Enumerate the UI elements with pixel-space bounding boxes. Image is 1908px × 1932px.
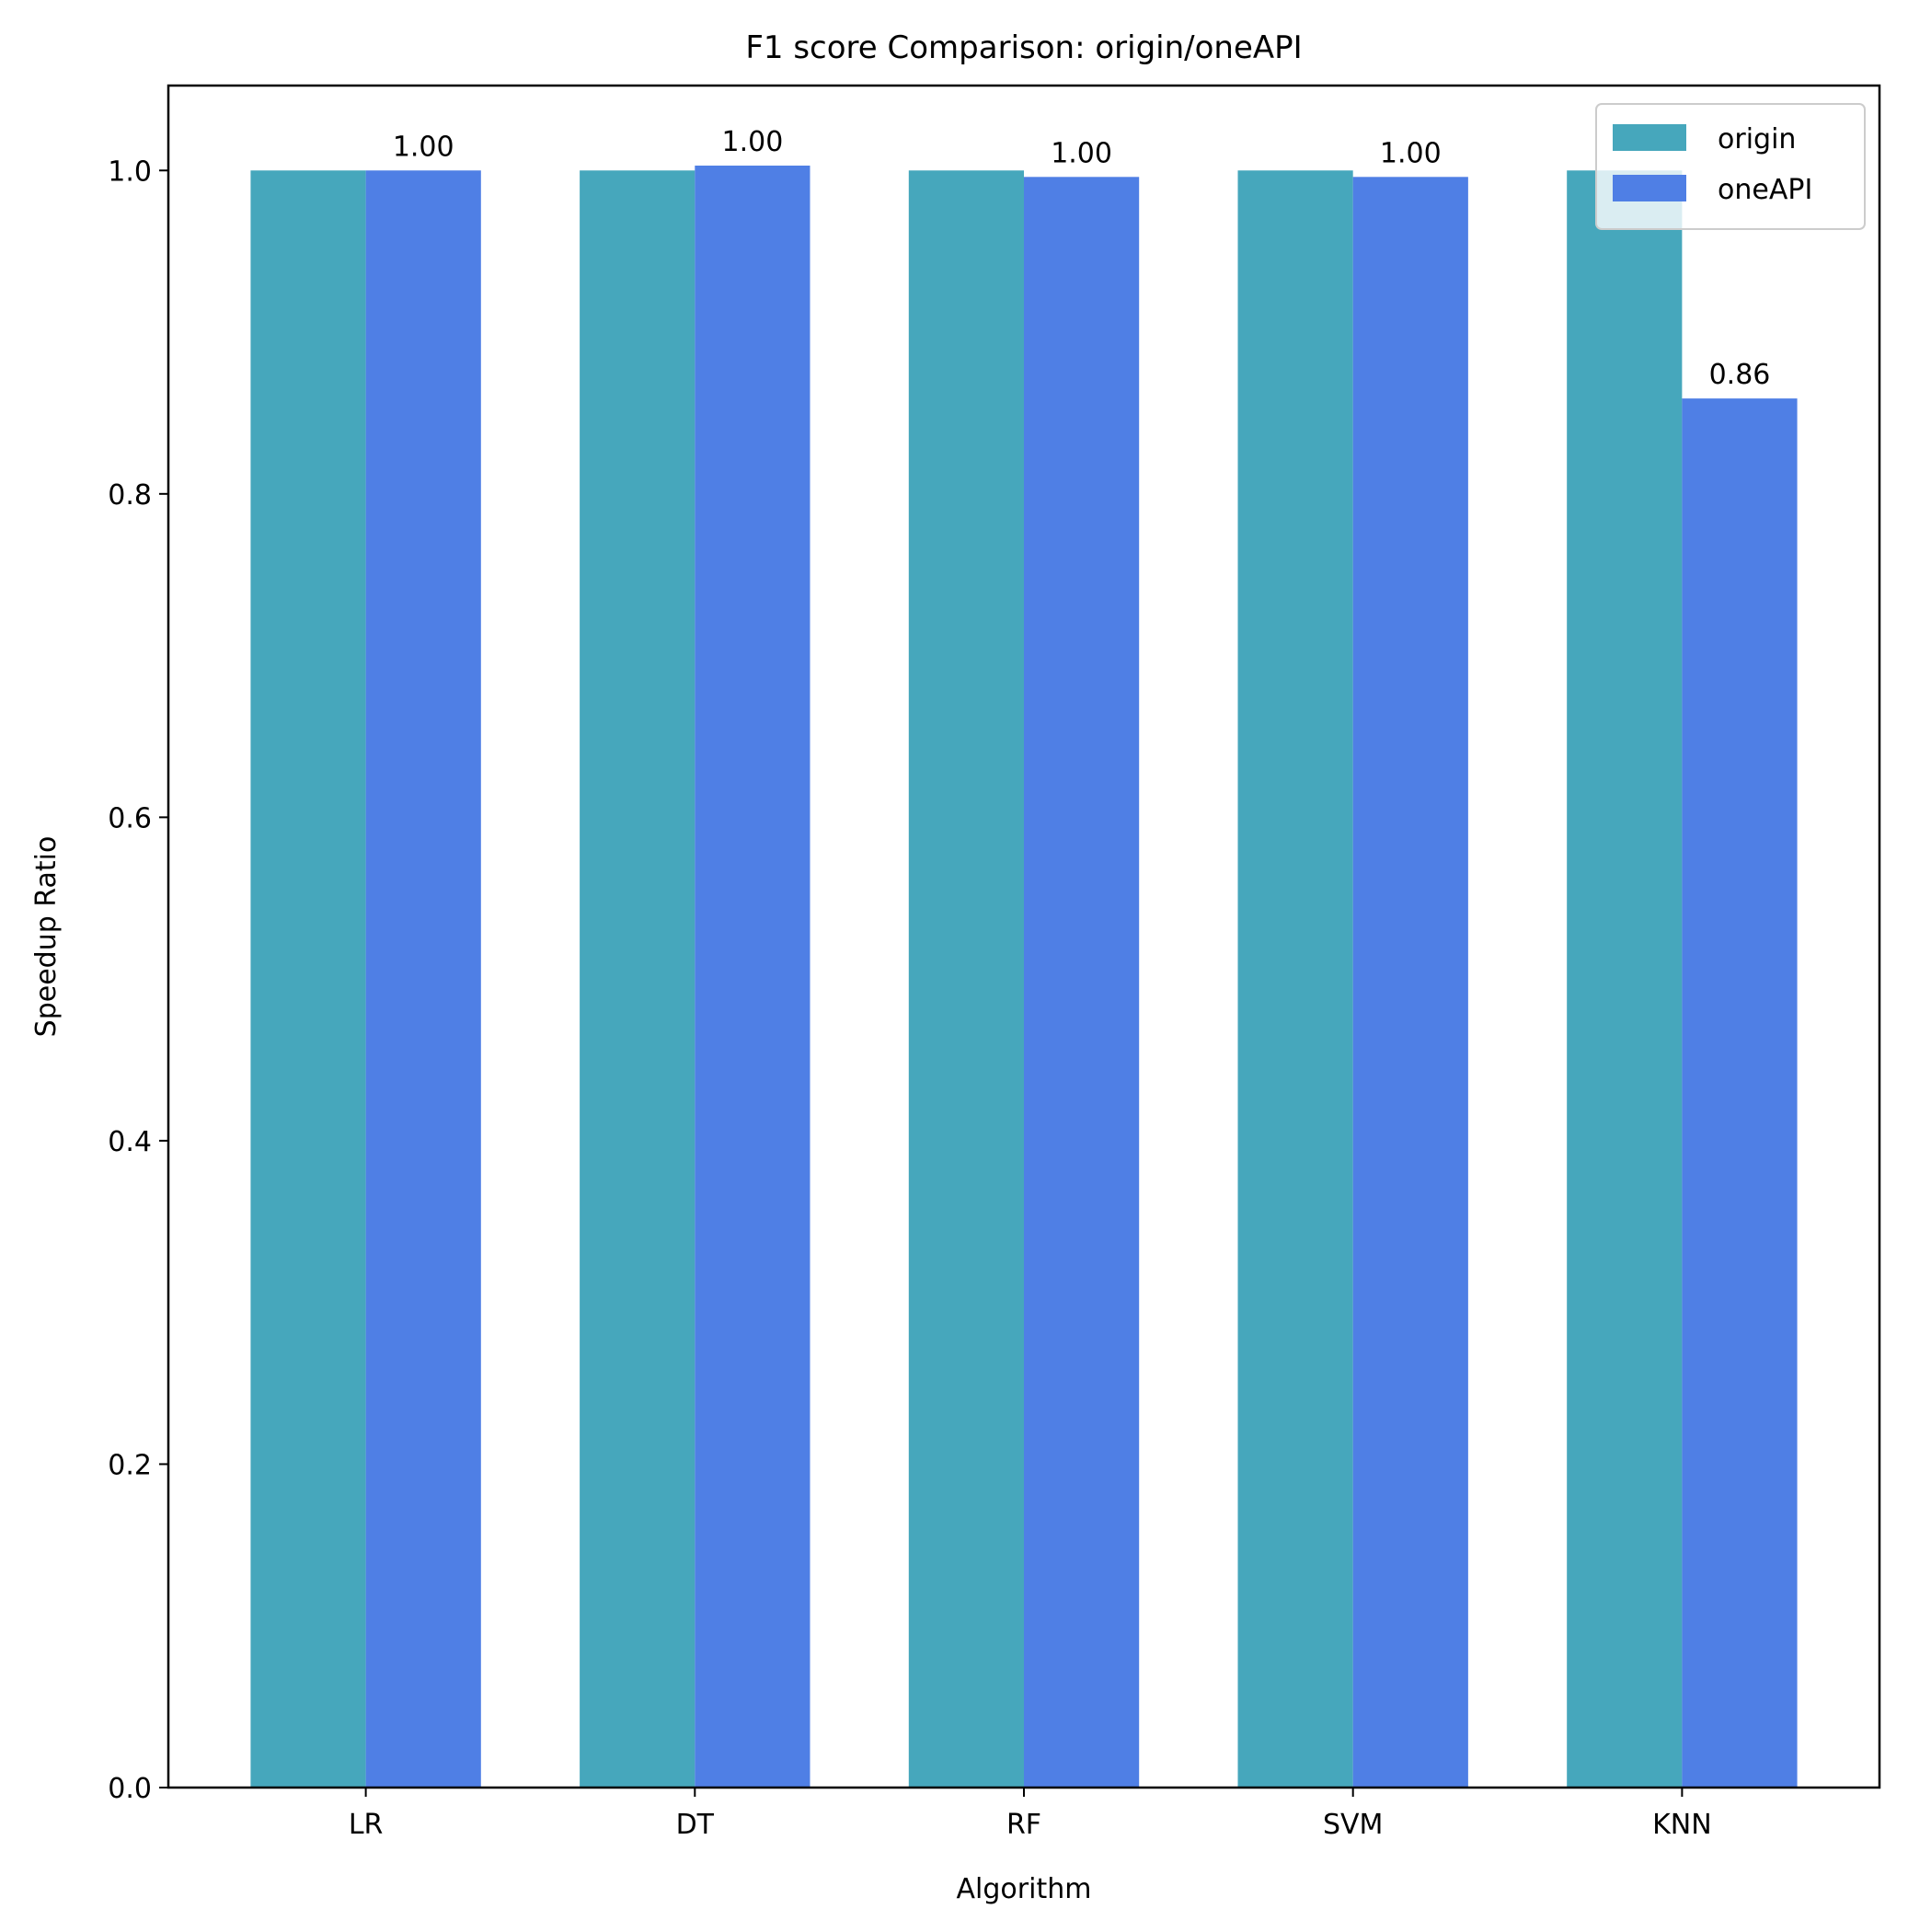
- y-tick-label: 0.6: [108, 802, 152, 834]
- x-tick-label: DT: [676, 1809, 715, 1841]
- bar-oneAPI-KNN: [1682, 398, 1798, 1788]
- bar-origin-DT: [580, 170, 695, 1788]
- bar-value-label: 0.86: [1709, 359, 1771, 391]
- bar-oneAPI-LR: [365, 170, 481, 1788]
- y-tick-label: 0.2: [108, 1449, 152, 1481]
- y-axis: 0.0 0.2 0.4 0.6 0.8 1.0: [108, 155, 168, 1805]
- x-tick-label: LR: [349, 1809, 384, 1841]
- bar-oneAPI-RF: [1024, 177, 1140, 1788]
- y-tick-label: 0.4: [108, 1126, 152, 1158]
- bar-value-label: 1.00: [393, 131, 454, 163]
- y-tick-label: 0.0: [108, 1773, 152, 1805]
- legend-swatch-origin: [1613, 124, 1686, 151]
- x-tick-label: SVM: [1323, 1809, 1383, 1841]
- legend-label-oneAPI: oneAPI: [1718, 174, 1812, 206]
- x-tick-label: RF: [1006, 1809, 1041, 1841]
- legend: origin oneAPI: [1595, 103, 1866, 230]
- bar-origin-KNN: [1567, 170, 1683, 1788]
- x-tick-label: KNN: [1652, 1809, 1712, 1841]
- legend-label-origin: origin: [1718, 123, 1796, 155]
- bar-label-group: 1.00 1.00 1.00 1.00 0.86: [393, 126, 1771, 391]
- y-tick-label: 0.8: [108, 479, 152, 512]
- bar-origin-LR: [250, 170, 366, 1788]
- bar-value-label: 1.00: [722, 126, 784, 158]
- bar-group: [250, 166, 1798, 1788]
- bar-value-label: 1.00: [1051, 137, 1112, 169]
- chart-title: F1 score Comparison: origin/oneAPI: [745, 29, 1302, 66]
- bar-origin-RF: [908, 170, 1024, 1788]
- y-axis-label: Speedup Ratio: [30, 836, 63, 1038]
- bar-oneAPI-DT: [695, 166, 810, 1788]
- legend-swatch-oneAPI: [1613, 175, 1686, 201]
- bar-oneAPI-SVM: [1352, 177, 1468, 1788]
- x-axis: LR DT RF SVM KNN: [349, 1788, 1712, 1841]
- bar-value-label: 1.00: [1380, 137, 1442, 169]
- bar-origin-SVM: [1237, 170, 1353, 1788]
- y-tick-label: 1.0: [108, 155, 152, 188]
- x-axis-label: Algorithm: [957, 1873, 1092, 1905]
